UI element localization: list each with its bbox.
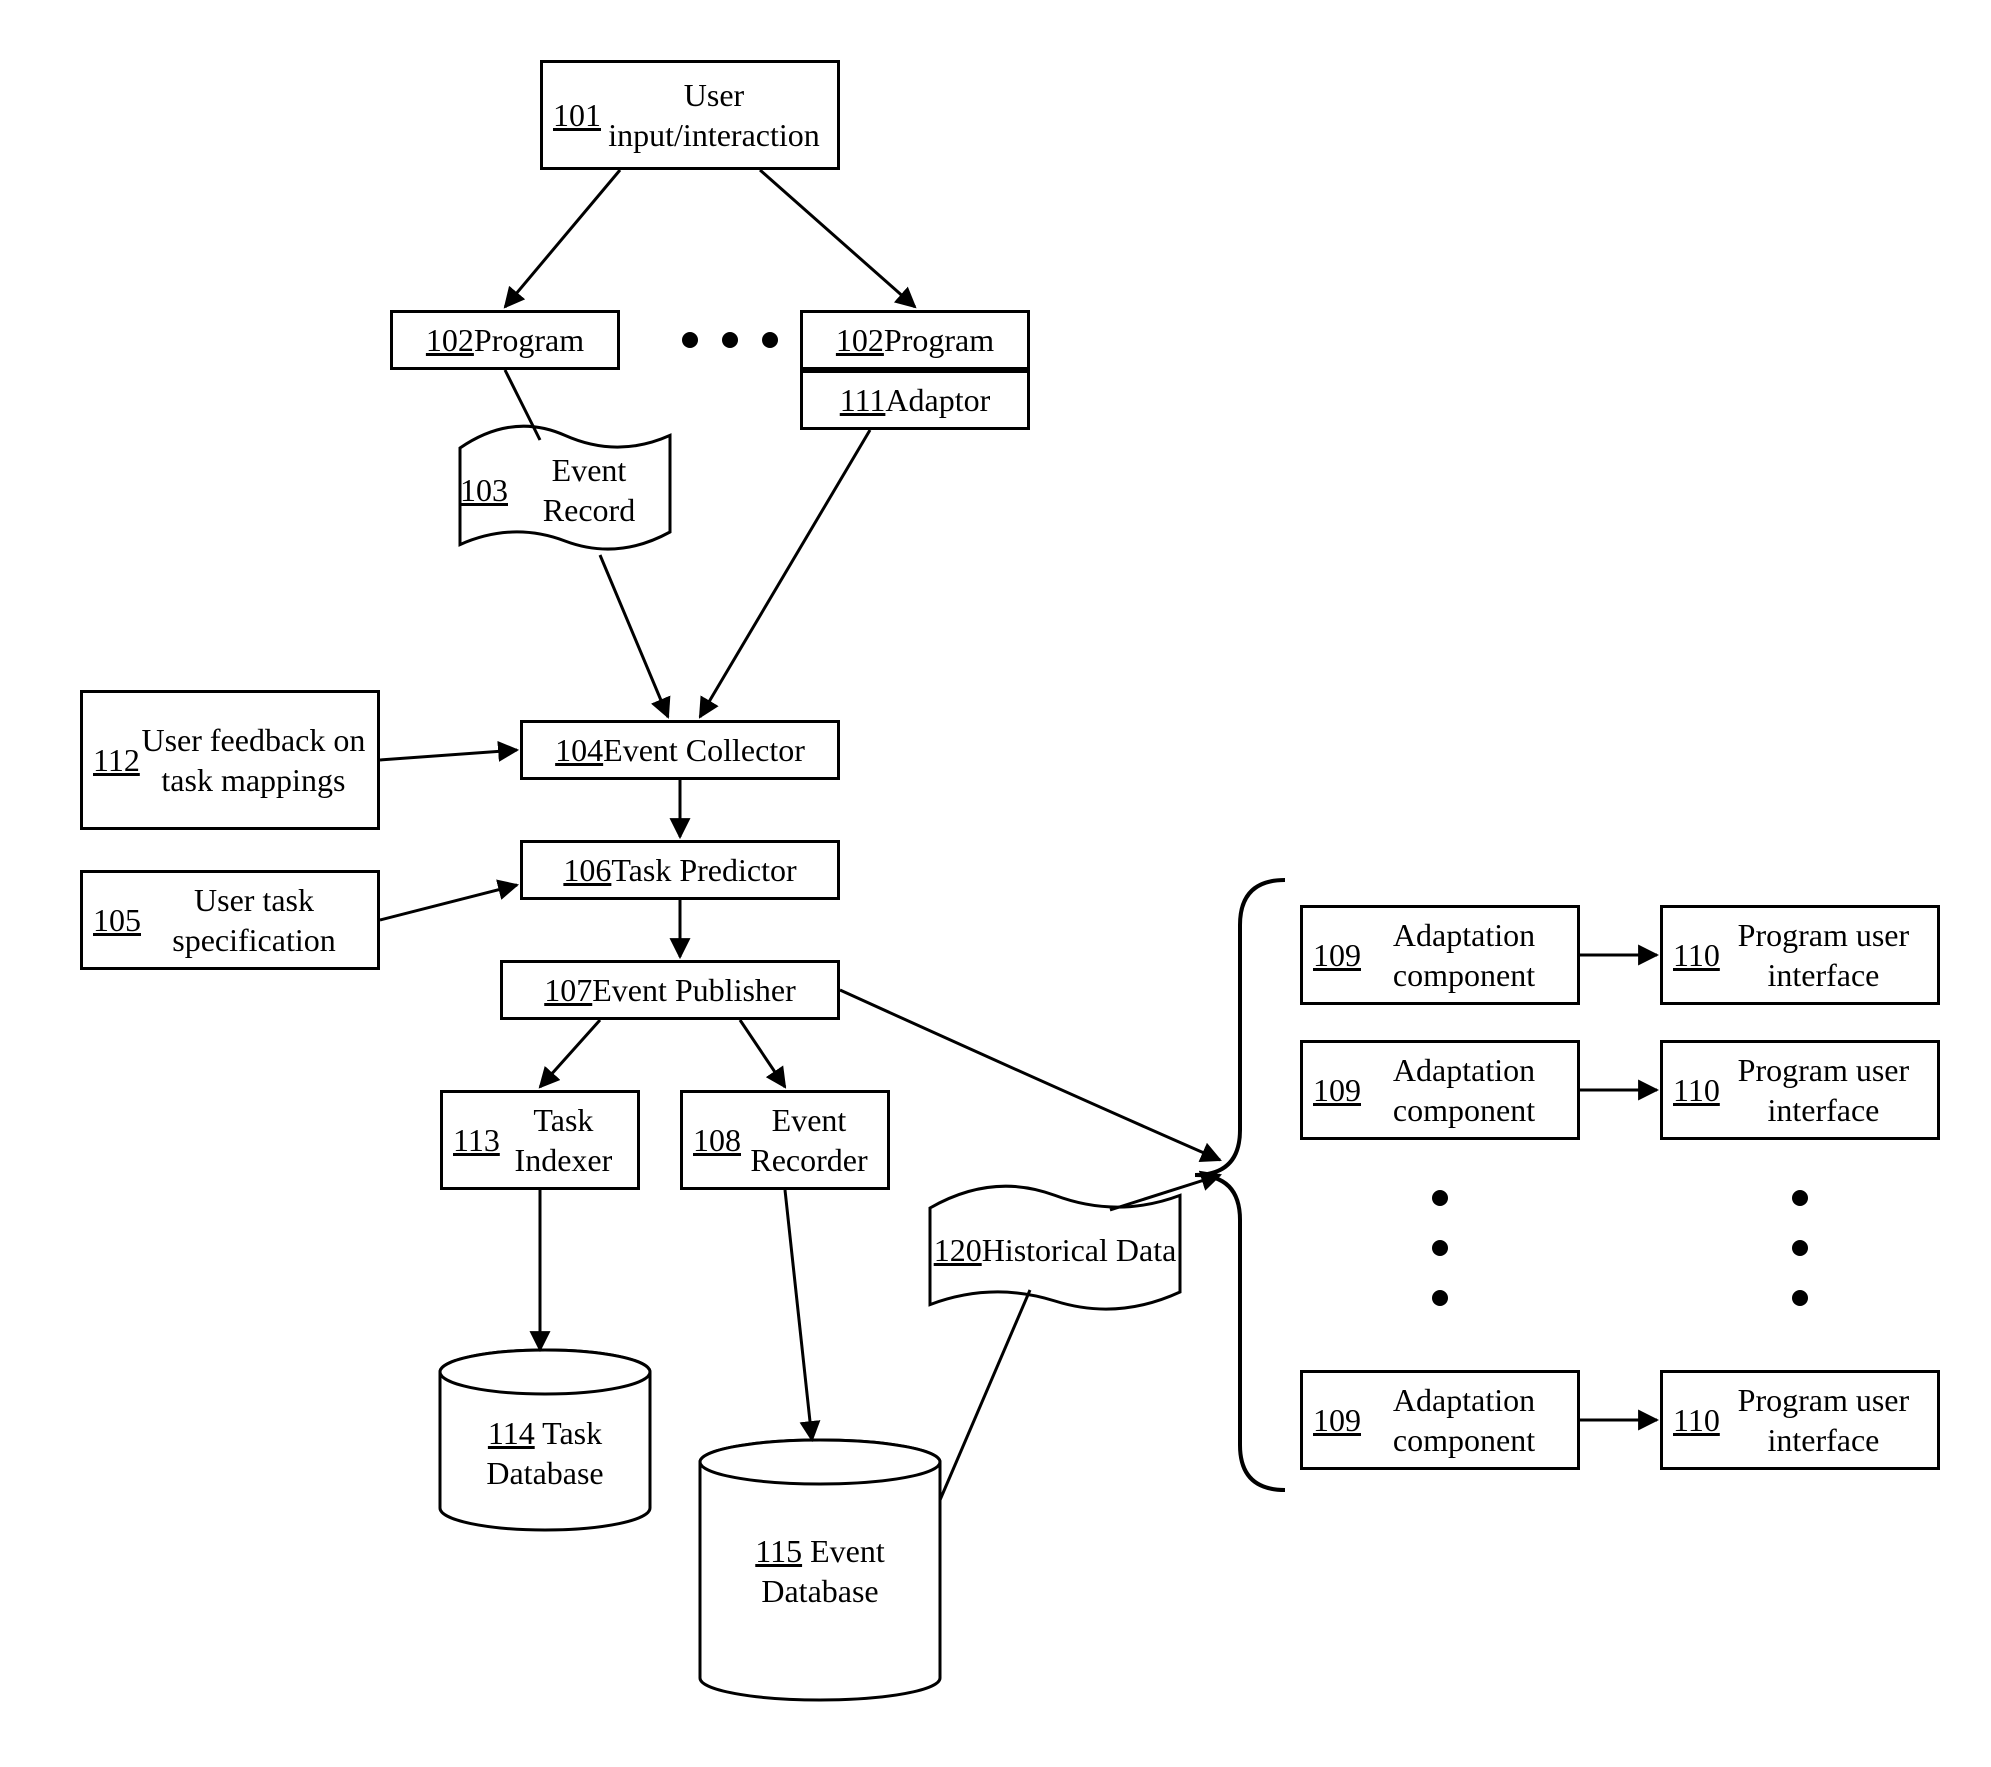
edge-n111-n104 [700, 430, 870, 717]
ellipsis-dot [1432, 1190, 1448, 1206]
ellipsis-dot [722, 332, 738, 348]
ellipsis-dot [1792, 1240, 1808, 1256]
ellipsis-dot [1792, 1290, 1808, 1306]
edge-n115-n120 [940, 1290, 1030, 1500]
ellipsis-dot [1432, 1240, 1448, 1256]
edge-n107-n113 [540, 1020, 600, 1087]
edge-n101-n102a [505, 170, 620, 307]
node-n101: 101 User input/interaction [540, 60, 840, 170]
edge-n112-n104 [380, 750, 517, 760]
node-n104: 104 Event Collector [520, 720, 840, 780]
node-n113: 113 Task Indexer [440, 1090, 640, 1190]
node-n109b: 109 Adaptation component [1300, 1040, 1580, 1140]
ellipsis-dot [762, 332, 778, 348]
ellipsis-dot [1792, 1190, 1808, 1206]
node-n110a: 110 Program user interface [1660, 905, 1940, 1005]
edge-n108-n115 [785, 1190, 812, 1440]
node-n110c: 110 Program user interface [1660, 1370, 1940, 1470]
node-n108: 108 Event Recorder [680, 1090, 890, 1190]
node-n110b: 110 Program user interface [1660, 1040, 1940, 1140]
node-n111: 111 Adaptor [800, 370, 1030, 430]
edge-n107-n108 [740, 1020, 785, 1087]
edge-n101-n102b [760, 170, 915, 307]
edge-n105-n106 [380, 885, 517, 920]
node-n120-label: 120 Historical Data [930, 1200, 1180, 1300]
edge-n103-n104 [600, 555, 668, 717]
node-n109a: 109 Adaptation component [1300, 905, 1580, 1005]
ellipsis-dot [1432, 1290, 1448, 1306]
node-n107: 107 Event Publisher [500, 960, 840, 1020]
node-n109c: 109 Adaptation component [1300, 1370, 1580, 1470]
node-n115-label: 115 Event Database [700, 1531, 940, 1611]
ellipsis-dot [682, 332, 698, 348]
node-n102a: 102 Program [390, 310, 620, 370]
node-n103-label: 103 Event Record [460, 440, 670, 540]
curly-brace [1195, 880, 1285, 1490]
edge-n107-brace [840, 990, 1220, 1160]
edge-n102a-n103 [505, 370, 540, 440]
node-n105: 105 User task specification [80, 870, 380, 970]
node-n106: 106 Task Predictor [520, 840, 840, 900]
node-n114-label: 114 Task Database [440, 1413, 650, 1493]
node-n112: 112 User feedback on task mappings [80, 690, 380, 830]
node-n102b: 102 Program [800, 310, 1030, 370]
diagram-canvas: 101 User input/interaction 102 Program 102… [0, 0, 1991, 1767]
